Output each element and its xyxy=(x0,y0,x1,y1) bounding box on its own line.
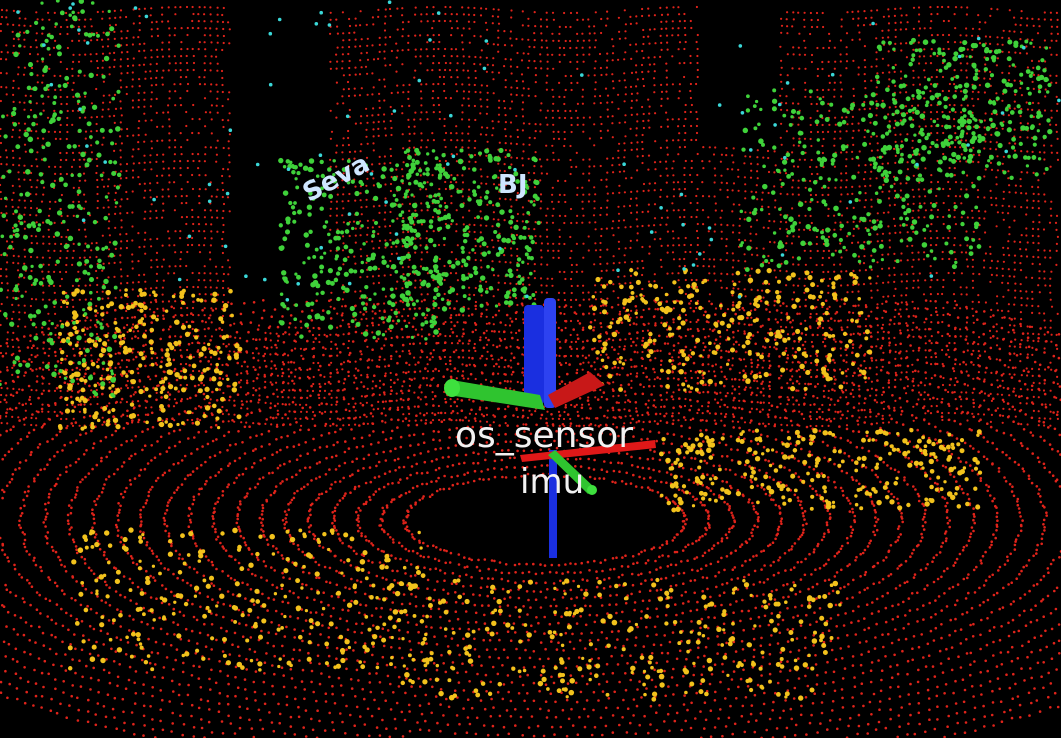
z-axis-arrow xyxy=(524,305,544,405)
person-label-bj: BJ xyxy=(498,170,528,200)
imu-z-axis xyxy=(549,450,557,558)
wall-points-layer xyxy=(0,5,1060,428)
accent-points-layer xyxy=(0,0,1061,702)
z-axis-shaft xyxy=(544,298,556,408)
y-axis-arrow xyxy=(448,380,545,410)
sensor-frame-label: os_sensor xyxy=(455,415,634,456)
imu-y-axis xyxy=(548,450,595,494)
ground-points-layer xyxy=(0,298,1061,738)
imu-frame-label: imu xyxy=(520,462,585,502)
imu-y-cap xyxy=(587,485,597,495)
tf-frames-group xyxy=(444,298,656,558)
y-axis-cap xyxy=(444,379,460,397)
x-axis-arrow xyxy=(548,372,605,408)
